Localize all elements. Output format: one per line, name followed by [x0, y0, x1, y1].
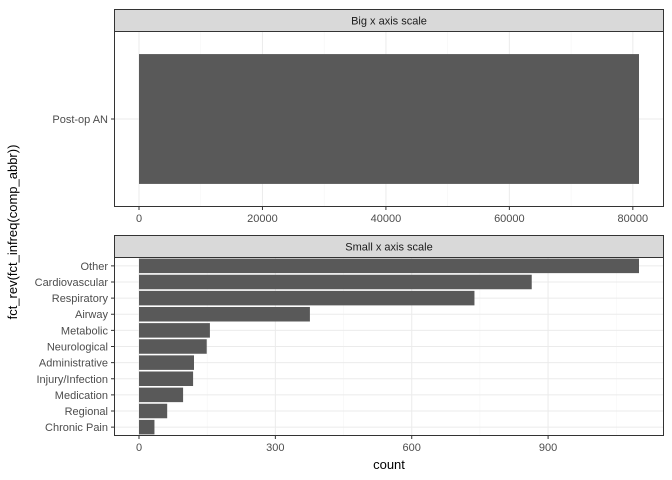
- y-axis-title: fct_rev(fct_infreq(comp_abbr)): [5, 145, 20, 320]
- facet-title: Big x axis scale: [351, 16, 427, 28]
- y-tick-label: Regional: [65, 406, 108, 418]
- x-tick-label: 0: [136, 442, 142, 454]
- facet-panels: Post-op AN Big x axis scale 0 20000 40000 600…: [35, 9, 664, 454]
- y-tick-label: Respiratory: [52, 293, 109, 305]
- x-tick-label: 40000: [371, 213, 402, 225]
- bar-administrative: [139, 355, 194, 370]
- bar-airway: [139, 306, 310, 322]
- facet-strip: [114, 235, 664, 258]
- bar-injury-infection: [139, 371, 194, 387]
- y-tick-label: Metabolic: [61, 325, 109, 337]
- y-tick-label: Other: [80, 261, 108, 273]
- x-tick-label: 20000: [247, 213, 278, 225]
- bar-other: [139, 258, 639, 274]
- y-tick-label: Neurological: [47, 342, 108, 354]
- x-tick-label: 0: [136, 213, 142, 225]
- y-tick-label: Cardiovascular: [35, 277, 109, 289]
- bar-chronic-pain: [139, 419, 155, 435]
- x-axis-title: count: [373, 457, 405, 472]
- facet-strip: [114, 9, 664, 32]
- bar-post-op-an: [139, 54, 639, 184]
- bar-regional: [139, 403, 168, 419]
- y-tick-label: Medication: [55, 390, 108, 402]
- facet-title: Small x axis scale: [345, 242, 432, 254]
- bar-neurological: [139, 339, 207, 354]
- facet-panel-1: Post-op AN Big x axis scale 0 20000 40000 600…: [52, 9, 664, 225]
- bar-cardiovascular: [139, 274, 532, 290]
- bar-respiratory: [139, 290, 475, 306]
- bar-metabolic: [139, 323, 210, 338]
- y-tick-label: Airway: [75, 309, 109, 321]
- x-tick-label: 60000: [494, 213, 525, 225]
- y-tick-label: Injury/Infection: [36, 374, 108, 386]
- x-tick-label: 300: [266, 442, 284, 454]
- facet-panel-2: Other Cardiovascular Respiratory Airway Meta…: [35, 235, 664, 454]
- y-tick-label: Chronic Pain: [45, 422, 108, 434]
- y-tick-label: Administrative: [39, 358, 108, 370]
- x-tick-label: 900: [539, 442, 557, 454]
- x-tick-label: 600: [403, 442, 421, 454]
- x-tick-label: 80000: [618, 213, 649, 225]
- y-tick-label: Post-op AN: [52, 114, 108, 126]
- bar-medication: [139, 387, 184, 403]
